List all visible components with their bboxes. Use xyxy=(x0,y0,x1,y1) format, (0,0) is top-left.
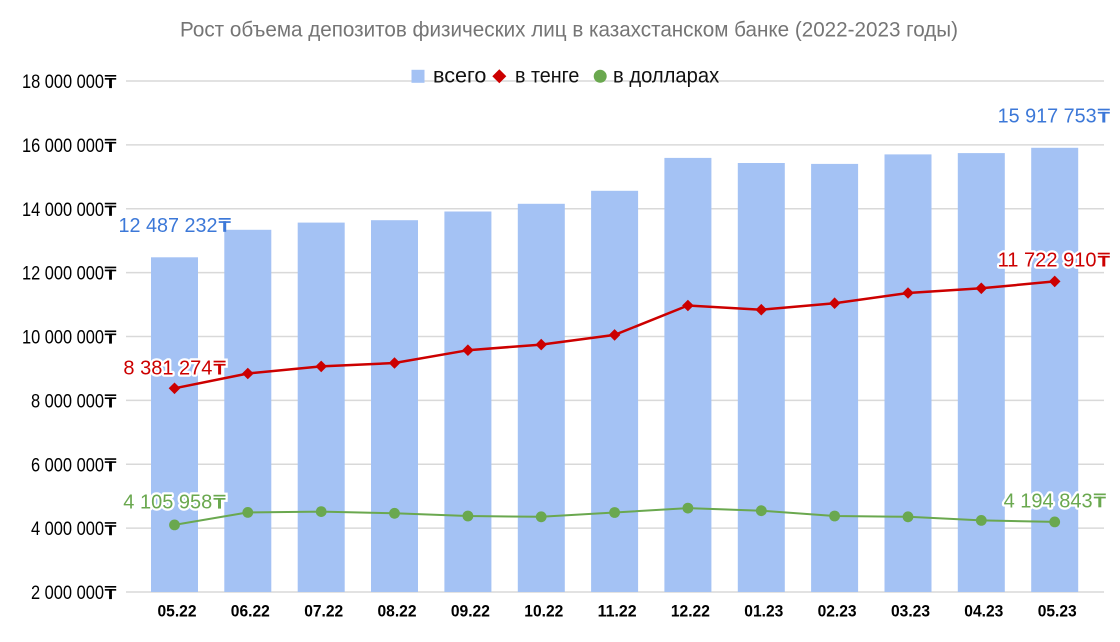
svg-text:Рост объема депозитов физическ: Рост объема депозитов физических лиц в к… xyxy=(180,19,958,42)
svg-text:05.23: 05.23 xyxy=(1038,602,1077,621)
svg-text:12.22: 12.22 xyxy=(671,602,710,621)
svg-text:2 000 000: 2 000 000 xyxy=(31,583,104,604)
svg-text:18 000 000: 18 000 000 xyxy=(22,72,104,93)
svg-text:03.23: 03.23 xyxy=(891,602,930,621)
svg-text:8 000 000: 8 000 000 xyxy=(31,392,104,413)
svg-text:6 000 000: 6 000 000 xyxy=(31,455,104,476)
svg-text:14 000 000: 14 000 000 xyxy=(22,200,104,221)
svg-text:8 381 274: 8 381 274 xyxy=(123,358,212,380)
svg-text:в тенге: в тенге xyxy=(515,65,579,88)
svg-text:11 722 910: 11 722 910 xyxy=(998,250,1097,272)
svg-text:15 917 753: 15 917 753 xyxy=(998,106,1097,128)
svg-text:01.23: 01.23 xyxy=(744,602,783,621)
svg-text:4 105 958: 4 105 958 xyxy=(123,492,212,514)
svg-text:10.22: 10.22 xyxy=(524,602,563,621)
svg-text:4 194 843: 4 194 843 xyxy=(1004,490,1093,512)
svg-text:12 487 232: 12 487 232 xyxy=(119,215,218,237)
svg-text:04.23: 04.23 xyxy=(964,602,1003,621)
svg-text:10 000 000: 10 000 000 xyxy=(22,328,104,349)
svg-text:02.23: 02.23 xyxy=(818,602,857,621)
svg-text:08.22: 08.22 xyxy=(378,602,417,621)
svg-text:в долларах: в долларах xyxy=(613,65,720,88)
svg-text:09.22: 09.22 xyxy=(451,602,490,621)
svg-text:всего: всего xyxy=(433,65,486,88)
svg-text:11.22: 11.22 xyxy=(598,602,637,621)
svg-text:05.22: 05.22 xyxy=(158,602,197,621)
svg-text:4 000 000: 4 000 000 xyxy=(31,519,104,540)
svg-text:12 000 000: 12 000 000 xyxy=(22,264,104,285)
svg-text:06.22: 06.22 xyxy=(231,602,270,621)
svg-text:16 000 000: 16 000 000 xyxy=(22,136,104,157)
svg-text:07.22: 07.22 xyxy=(304,602,343,621)
